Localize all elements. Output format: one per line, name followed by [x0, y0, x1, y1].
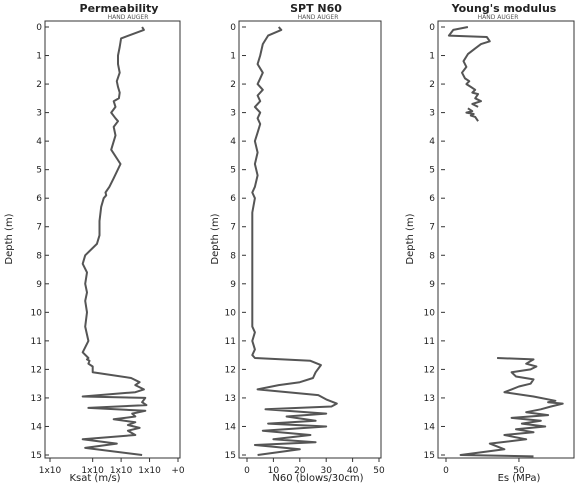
permeability-ylabel: Depth (m) [4, 213, 15, 264]
youngs-modulus-ytick-label: 0 [429, 23, 435, 33]
youngs-modulus-xtick-label: 50 [513, 466, 525, 476]
permeability-x-ticks: 1x10 1x10 1x10 1x10 +0 [39, 458, 185, 476]
youngs-modulus-ytick-label: 6 [429, 194, 435, 204]
permeability-ytick-label: 14 [31, 422, 43, 432]
youngs-modulus-title: Young's modulus [451, 2, 557, 15]
youngs-modulus-x-ticks: 0 50 [443, 458, 525, 476]
permeability-ytick-label: 1 [36, 52, 42, 62]
spt-ylabel: Depth (m) [210, 213, 221, 264]
permeability-xlabel: Ksat (m/s) [69, 473, 120, 484]
permeability-xtick-label: +0 [171, 466, 185, 476]
permeability-xtick-label: 1x10 [81, 466, 104, 476]
spt-ytick-label: 2 [230, 80, 236, 90]
youngs-modulus-xlabel: Es (MPa) [498, 473, 541, 484]
permeability-ytick-label: 13 [31, 394, 42, 404]
permeability-panel: Permeability HAND AUGER Depth (m) Ksat (… [4, 2, 185, 484]
permeability-ytick-label: 15 [31, 451, 42, 461]
youngs-modulus-ytick-label: 15 [424, 451, 435, 461]
spt-ytick-label: 9 [230, 280, 236, 290]
spt-series [251, 26, 338, 456]
spt-xlabel: N60 (blows/30cm) [272, 473, 363, 484]
youngs-modulus-ytick-label: 12 [424, 365, 435, 375]
youngs-modulus-ytick-label: 1 [429, 52, 435, 62]
spt-ytick-label: 12 [225, 365, 236, 375]
spt-ytick-label: 14 [225, 422, 237, 432]
permeability-annotation: HAND AUGER [108, 14, 149, 21]
youngs-modulus-ytick-label: 11 [424, 337, 435, 347]
permeability-ytick-label: 11 [31, 337, 42, 347]
permeability-ytick-label: 9 [36, 280, 42, 290]
spt-ytick-label: 7 [230, 223, 236, 233]
permeability-ytick-label: 0 [36, 23, 42, 33]
spt-panel: SPT N60 HAND AUGER Depth (m) N60 (blows/… [210, 2, 385, 484]
spt-ytick-label: 6 [230, 194, 236, 204]
youngs-modulus-ylabel: Depth (m) [405, 213, 416, 264]
permeability-xtick-label: 1x10 [39, 466, 62, 476]
spt-series-line [251, 26, 338, 456]
youngs-modulus-ytick-label: 8 [429, 251, 435, 261]
permeability-plot-frame [44, 20, 181, 459]
spt-xtick-label: 40 [347, 466, 359, 476]
spt-annotation: HAND AUGER [298, 14, 339, 21]
spt-ytick-label: 5 [230, 166, 236, 176]
spt-ytick-label: 11 [225, 337, 236, 347]
youngs-modulus-ytick-label: 10 [424, 308, 436, 318]
permeability-ytick-label: 5 [36, 166, 42, 176]
permeability-xtick-label: 1x10 [138, 466, 161, 476]
spt-plot-frame [238, 20, 382, 459]
youngs-modulus-plot-frame [437, 20, 575, 459]
youngs-modulus-ytick-label: 7 [429, 223, 435, 233]
spt-xtick-label: 20 [294, 466, 306, 476]
permeability-ytick-label: 3 [36, 109, 42, 119]
spt-x-ticks: 0 10 20 30 40 50 [244, 458, 385, 476]
spt-xtick-label: 30 [320, 466, 332, 476]
youngs-modulus-panel: Young's modulus HAND AUGER Depth (m) Es … [405, 2, 575, 484]
permeability-ytick-label: 8 [36, 251, 42, 261]
youngs-modulus-series [447, 26, 564, 458]
spt-ytick-label: 15 [225, 451, 236, 461]
youngs-modulus-series-line [447, 26, 491, 108]
spt-ytick-label: 3 [230, 109, 236, 119]
permeability-xtick-label: 1x10 [110, 466, 133, 476]
spt-title: SPT N60 [290, 2, 342, 15]
permeability-ytick-label: 6 [36, 194, 42, 204]
spt-xtick-label: 0 [244, 466, 250, 476]
spt-xtick-label: 10 [268, 466, 280, 476]
permeability-ytick-label: 7 [36, 223, 42, 233]
spt-ytick-label: 0 [230, 23, 236, 33]
permeability-ytick-label: 10 [31, 308, 43, 318]
youngs-modulus-ytick-label: 5 [429, 166, 435, 176]
youngs-modulus-ytick-label: 9 [429, 280, 435, 290]
spt-ytick-label: 13 [225, 394, 236, 404]
youngs-modulus-ytick-label: 14 [424, 422, 436, 432]
spt-ytick-label: 1 [230, 52, 236, 62]
permeability-title: Permeability [80, 2, 159, 15]
youngs-modulus-series-line [465, 107, 479, 122]
youngs-modulus-xtick-label: 0 [443, 466, 449, 476]
spt-ytick-label: 10 [225, 308, 237, 318]
permeability-series-line [81, 26, 148, 456]
permeability-series [81, 26, 148, 456]
permeability-ytick-label: 12 [31, 365, 42, 375]
permeability-ytick-label: 2 [36, 80, 42, 90]
youngs-modulus-ytick-label: 4 [429, 137, 435, 147]
youngs-modulus-ytick-label: 2 [429, 80, 435, 90]
youngs-modulus-series-line [459, 357, 564, 458]
spt-ytick-label: 8 [230, 251, 236, 261]
youngs-modulus-annotation: HAND AUGER [478, 14, 519, 21]
spt-ytick-label: 4 [230, 137, 236, 147]
youngs-modulus-ytick-label: 13 [424, 394, 435, 404]
youngs-modulus-ytick-label: 3 [429, 109, 435, 119]
permeability-ytick-label: 4 [36, 137, 42, 147]
spt-xtick-label: 50 [373, 466, 385, 476]
